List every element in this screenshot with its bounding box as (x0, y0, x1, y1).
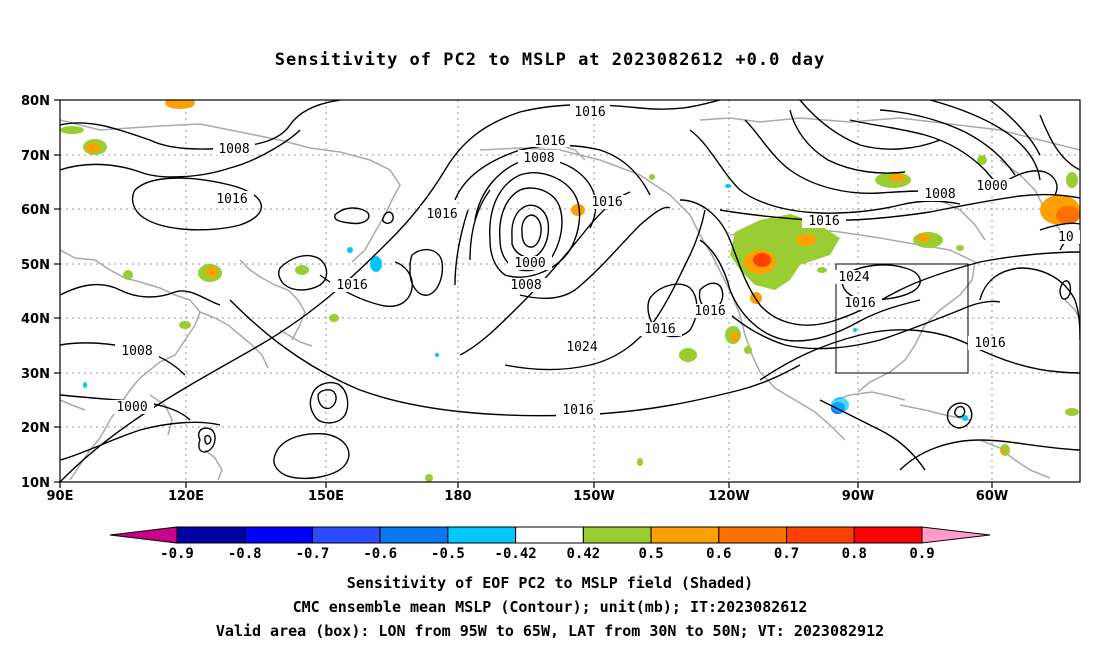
colorbar: -0.9 -0.8 -0.7 -0.6 -0.5 -0.42 0.42 0.5 0.6 0.7 0.… (109, 526, 991, 562)
colorbar-tick-label: 0.42 (567, 546, 601, 562)
colorbar-tick-label: 0.8 (842, 546, 867, 562)
colorbar-bin (379, 526, 449, 544)
contour-label: 1016 (591, 195, 622, 210)
lat-label: 50N (21, 258, 50, 273)
contour-label: 1000 (116, 400, 147, 415)
lat-label: 40N (21, 312, 50, 327)
colorbar-tick-label: -0.6 (363, 546, 397, 562)
contour-label: 1008 (121, 344, 152, 359)
contour-label: 1024 (838, 270, 869, 285)
colorbar-bin (582, 526, 652, 544)
colorbar-bin (447, 526, 517, 544)
colorbar-tick-label: 0.5 (638, 546, 663, 562)
contour-label: 1016 (644, 322, 675, 337)
lon-label: 90E (47, 489, 74, 504)
contour-labels: 1016 1016 1008 1008 1016 1016 1016 1016 … (110, 104, 1080, 418)
caption-line-3: Valid area (box): LON from 95W to 65W, L… (215, 622, 885, 640)
lon-label: 120E (168, 489, 204, 504)
colorbar-bin (176, 526, 246, 544)
lon-label: 150W (573, 489, 614, 504)
colorbar-tick-label: 0.9 (909, 546, 934, 562)
lat-label: 70N (21, 149, 50, 164)
colorbar-bin (853, 526, 923, 544)
lon-label: 60W (976, 489, 1008, 504)
lon-label: 120W (708, 489, 749, 504)
colorbar-bins (176, 526, 923, 544)
colorbar-tick-label: -0.5 (431, 546, 465, 562)
contour-label: 1016 (694, 304, 725, 319)
colorbar-bin (311, 526, 381, 544)
colorbar-above-triangle (921, 526, 991, 544)
lat-label: 30N (21, 367, 50, 382)
gridlines (60, 100, 1080, 482)
contour-label: 1008 (510, 278, 541, 293)
valid-area-box (835, 263, 969, 374)
colorbar-bin (786, 526, 855, 544)
contour-label: 1016 (426, 207, 457, 222)
contour-label: 1016 (216, 192, 247, 207)
sensitivity-shading (60, 100, 1080, 482)
longitude-labels: 90E 120E 150E 180 150W 120W 90W 60W (47, 489, 1009, 504)
map-frame (59, 99, 1081, 483)
lat-label: 60N (21, 203, 50, 218)
map-background (60, 100, 1080, 482)
colorbar-tick-label: -0.8 (228, 546, 262, 562)
contour-label: 1024 (566, 340, 597, 355)
contour-label: 1016 (808, 214, 839, 229)
contour-label: 1016 (574, 105, 605, 120)
colorbar-bin (244, 526, 313, 544)
colorbar-tick-label: 0.7 (774, 546, 799, 562)
contour-label: 1008 (523, 151, 554, 166)
lon-label: 150E (308, 489, 344, 504)
colorbar-bin (515, 526, 584, 544)
contour-label: 1008 (924, 187, 955, 202)
contour-label: 1016 (844, 296, 875, 311)
colorbar-tick-label: -0.9 (160, 546, 194, 562)
map-title: Sensitivity of PC2 to MSLP at 2023082612… (274, 50, 826, 70)
mslp-contours (60, 100, 1080, 482)
caption-line-2: CMC ensemble mean MSLP (Contour); unit(m… (292, 598, 808, 616)
caption-line-1: Sensitivity of EOF PC2 to MSLP field (Sh… (346, 574, 754, 592)
lon-label: 90W (842, 489, 874, 504)
contour-label: 1016 (534, 134, 565, 149)
contour-label: 1008 (218, 142, 249, 157)
axis-ticks (54, 99, 993, 488)
colorbar-tick-label: 0.6 (706, 546, 731, 562)
contour-label: 1016 (336, 278, 367, 293)
lat-label: 20N (21, 421, 50, 436)
colorbar-tick-label: -0.42 (495, 546, 537, 562)
contour-label: 10 (1058, 230, 1074, 245)
contour-label: 1016 (974, 336, 1005, 351)
contour-label: 1000 (514, 256, 545, 271)
lat-label: 80N (21, 94, 50, 109)
colorbar-bin (650, 526, 720, 544)
colorbar-bin (718, 526, 788, 544)
lat-label: 10N (21, 476, 50, 491)
colorbar-tick-label: -0.7 (296, 546, 330, 562)
colorbar-labels: -0.9 -0.8 -0.7 -0.6 -0.5 -0.42 0.42 0.5 0.6 0.7 0.… (160, 546, 935, 562)
latitude-labels: 80N 70N 60N 50N 40N 30N 20N 10N (21, 94, 50, 491)
contour-label: 1016 (562, 403, 593, 418)
lon-label: 180 (444, 489, 471, 504)
colorbar-below-triangle (109, 526, 178, 544)
contour-label: 1000 (976, 179, 1007, 194)
